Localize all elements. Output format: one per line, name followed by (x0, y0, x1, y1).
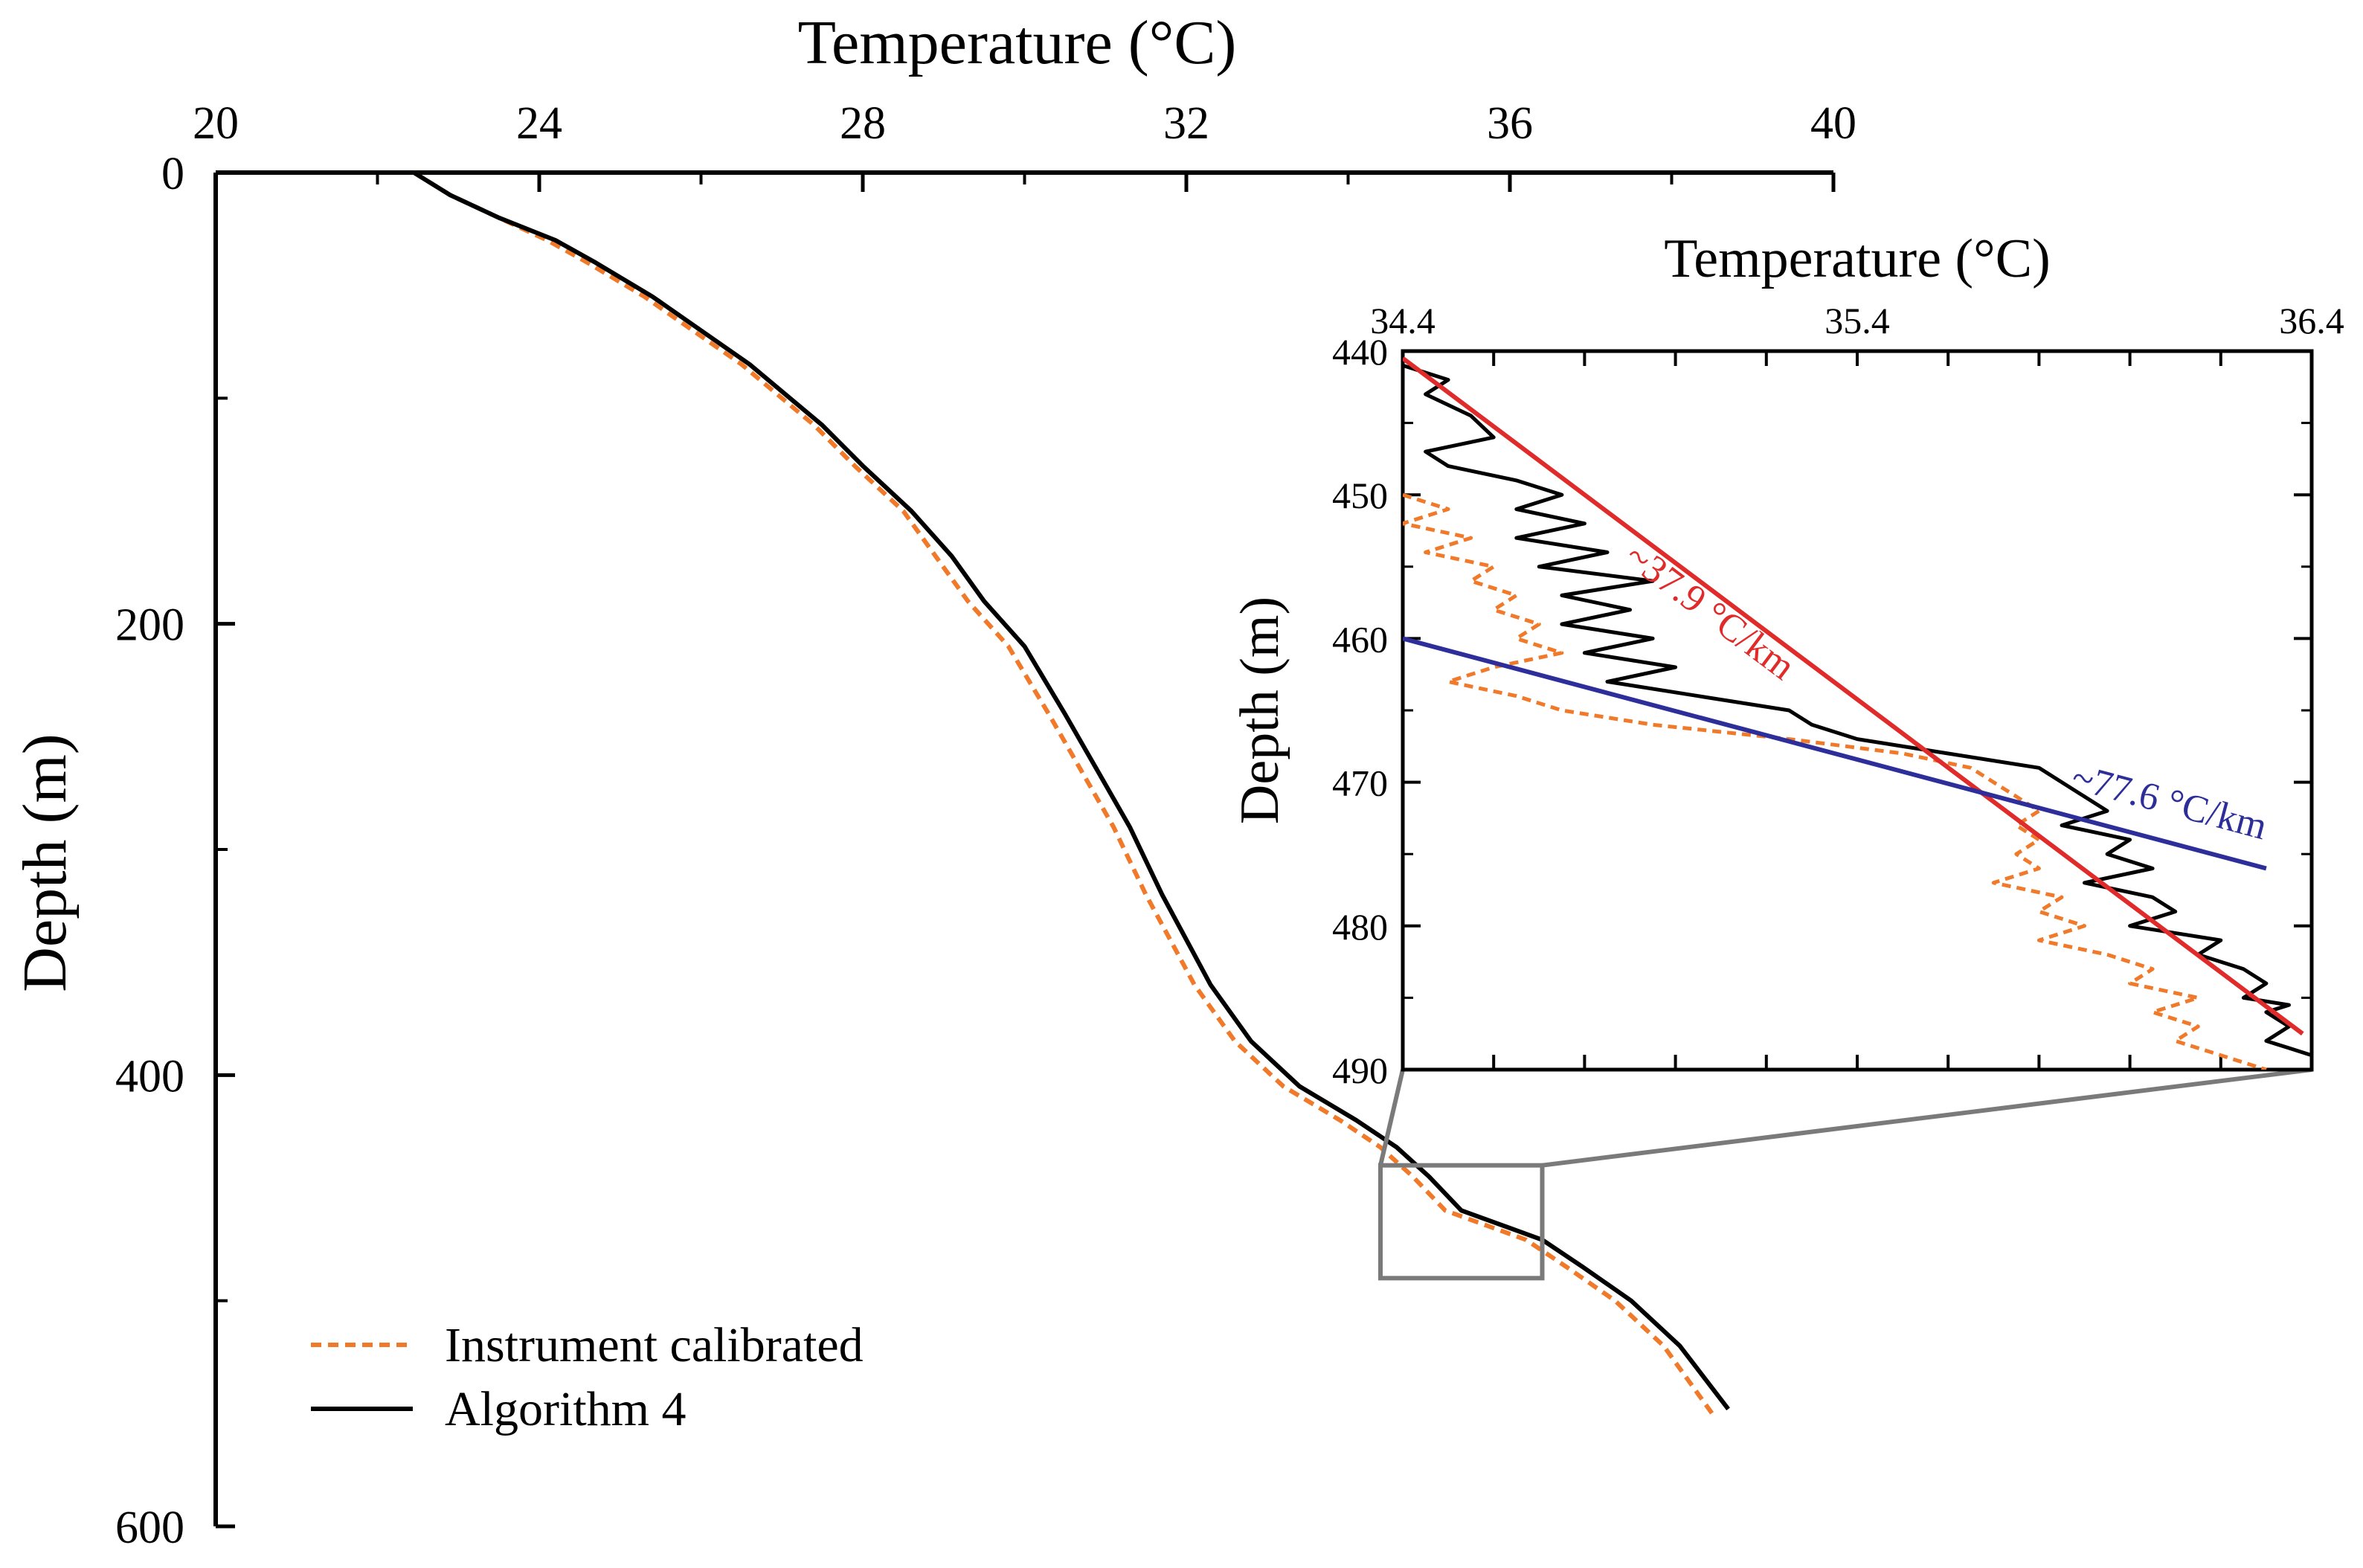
inset-x-tick-label: 35.4 (1825, 300, 1890, 341)
inset-series-group (1403, 356, 2312, 1070)
zoom-connectors (1378, 1067, 2312, 1168)
inset-y-tick-label: 460 (1332, 618, 1388, 660)
zoom-box (1378, 1163, 1545, 1281)
y-tick-label: 600 (115, 1503, 184, 1553)
inset-x-tick-label: 34.4 (1370, 300, 1436, 341)
connector-line-right (1542, 1067, 2312, 1168)
inset-x-axis-title: Temperature (°C) (1664, 228, 2051, 289)
inset-y-tick-label: 490 (1332, 1050, 1388, 1091)
inset-x-tick-label: 36.4 (2279, 300, 2344, 341)
connector-line-left (1378, 1069, 1405, 1166)
x-tick-label: 40 (1810, 98, 1856, 149)
y-tick-label: 400 (115, 1051, 184, 1102)
inset-y-tick-label: 470 (1332, 762, 1388, 804)
x-tick-label: 32 (1163, 98, 1209, 149)
series-line-instrument-calibrated (412, 170, 1714, 1416)
inset-chart: 34.4 35.4 36.4 440 450 460 470 480 490 Temperatur… (1229, 228, 2344, 1091)
inset-y-tick-label: 480 (1332, 906, 1388, 948)
y-tick-label: 200 (115, 600, 184, 651)
inset-series-line-algorithm-4 (1403, 363, 2312, 1070)
series-line-algorithm-4 (412, 170, 1730, 1411)
legend: Instrument calibrated Algorithm 4 (311, 1318, 864, 1436)
trend-line-1 (1403, 636, 2267, 871)
y-axis-title: Depth (m) (10, 733, 80, 992)
legend-label-0: Instrument calibrated (445, 1318, 864, 1372)
x-tick-label: 24 (516, 98, 562, 149)
inset-y-tick-label: 440 (1332, 331, 1388, 373)
x-tick-label: 20 (193, 98, 239, 149)
inset-series-line-instrument-calibrated (1403, 492, 2267, 1070)
x-axis-title: Temperature (°C) (798, 8, 1237, 77)
inset-y-tick-label: 450 (1332, 475, 1388, 516)
y-tick-label: 0 (161, 149, 184, 199)
legend-label-1: Algorithm 4 (445, 1382, 687, 1436)
x-tick-label: 36 (1487, 98, 1533, 149)
inset-y-axis-title: Depth (m) (1229, 597, 1290, 824)
trend-line-0 (1403, 356, 2304, 1036)
x-tick-label: 28 (840, 98, 886, 149)
